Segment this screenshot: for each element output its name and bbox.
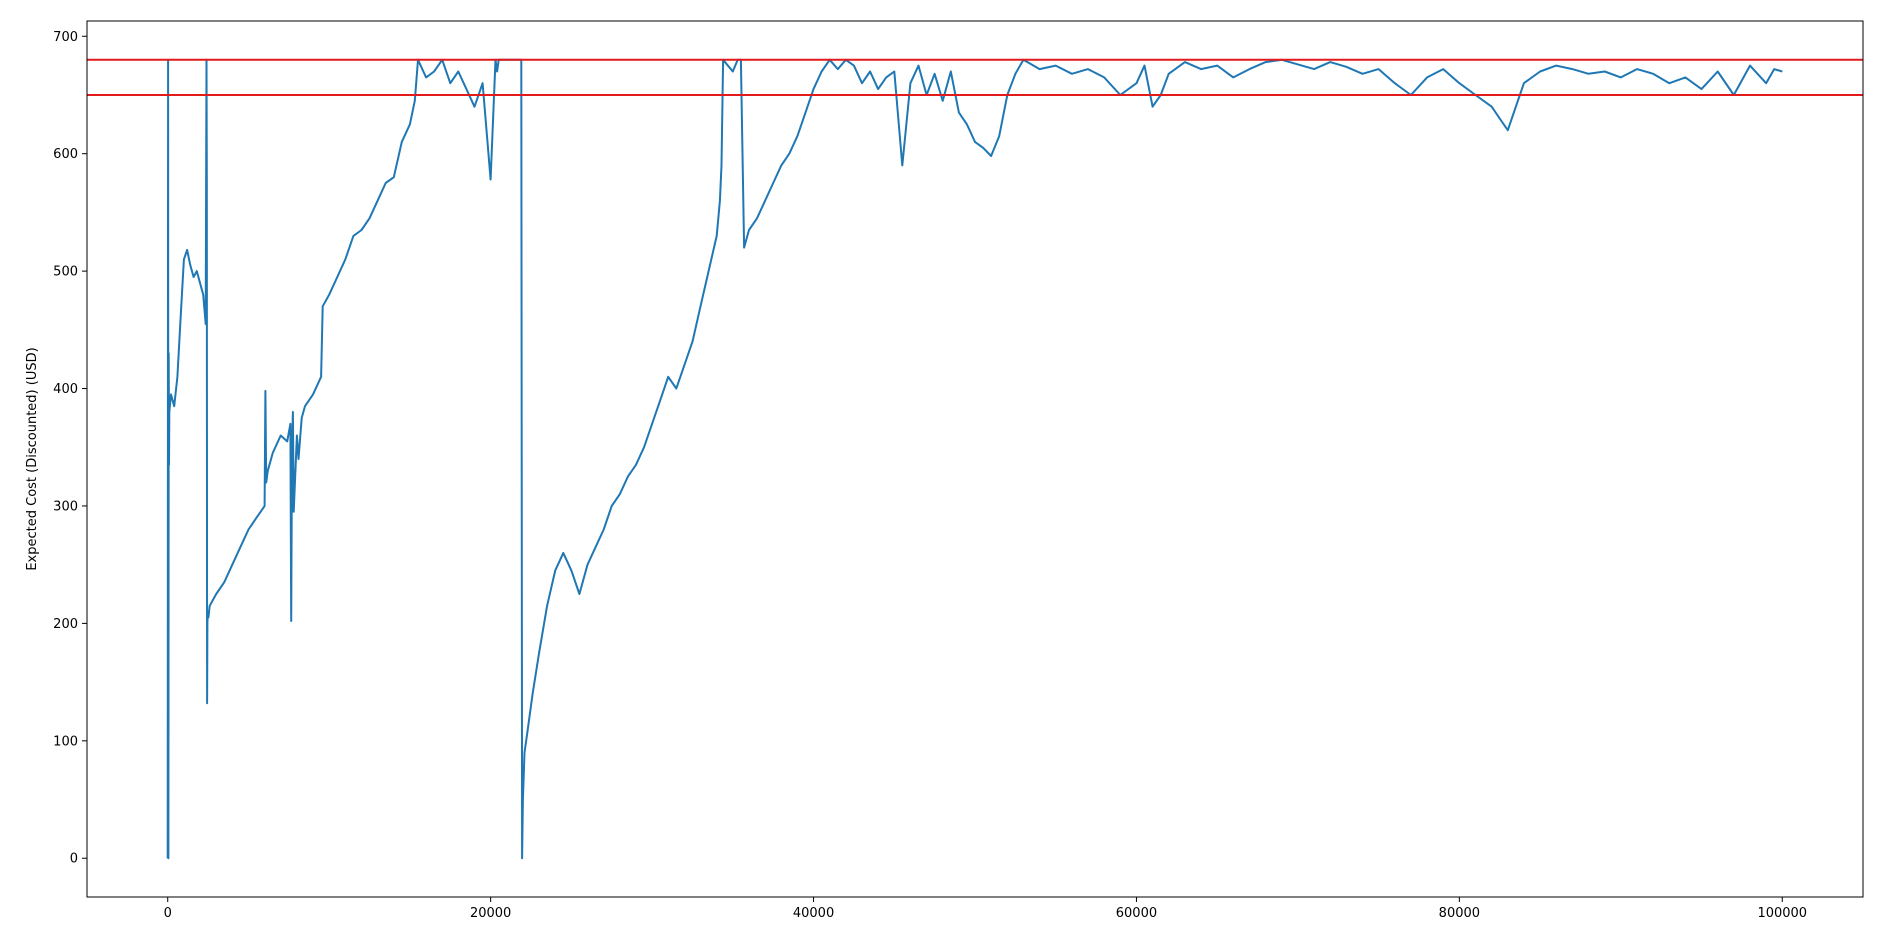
- x-tick-label: 0: [164, 906, 172, 921]
- x-tick-label: 100000: [1757, 906, 1807, 921]
- x-tick-label: 80000: [1439, 906, 1480, 921]
- x-axis: 0 20000 40000 60000 80000 100000: [164, 897, 1807, 921]
- axes-background: [87, 21, 1863, 897]
- axes-frame: [86, 20, 1864, 898]
- y-tick-label: 500: [53, 265, 78, 280]
- plot-area: [86, 20, 1864, 898]
- reference-lines: [87, 58, 1863, 96]
- x-tick-label: 40000: [793, 906, 834, 921]
- x-tick-label: 60000: [1116, 906, 1157, 921]
- y-tick-label: 400: [53, 382, 78, 397]
- y-axis-label: Expected Cost (Discounted) (USD): [25, 347, 40, 570]
- y-tick-label: 700: [53, 30, 78, 45]
- y-tick-label: 300: [53, 499, 78, 514]
- y-tick-label: 600: [53, 147, 78, 162]
- y-tick-label: 200: [53, 617, 78, 632]
- y-tick-label: 100: [53, 734, 78, 749]
- y-axis: 0 100 200 300 400 500 600 700: [53, 30, 87, 867]
- x-tick-label: 20000: [470, 906, 511, 921]
- y-tick-label: 0: [70, 852, 78, 867]
